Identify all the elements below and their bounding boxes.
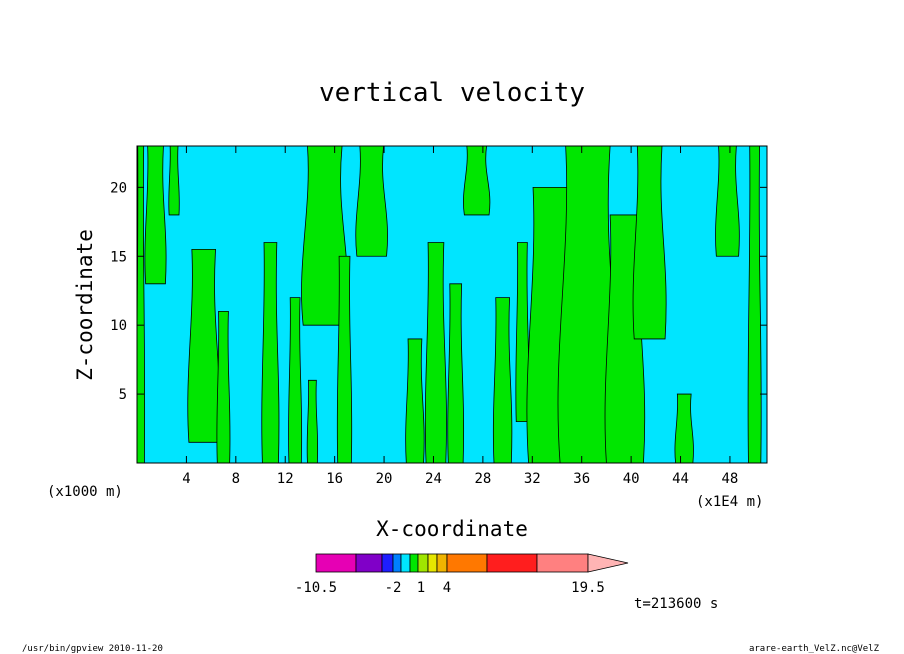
x-tick-label-24: 24 [425,471,442,487]
positive-region-3 [187,248,220,443]
positive-region-21 [674,393,694,463]
x-tick-label-12: 12 [277,471,294,487]
plot-frame [136,145,768,464]
x-tick-label-28: 28 [474,471,491,487]
y-tick-label-10: 10 [110,318,127,334]
positive-region-13 [447,283,465,463]
positive-region-0 [137,146,146,463]
positive-region-14 [463,146,491,216]
colorbar-segment-7 [427,553,438,573]
plot-area [136,145,768,464]
colorbar-segment-11 [536,553,589,573]
x-tick-label-44: 44 [672,471,689,487]
positive-region-22 [715,146,740,257]
colorbar-segment-2 [381,553,394,573]
time-label: t=213600 s [634,596,718,612]
y-tick-label-20: 20 [110,180,127,196]
positive-region-10 [355,146,388,257]
x-axis-ticks: 4 8 12 16 20 24 28 32 36 40 44 48 [182,146,738,487]
colorbar-label-4: 19.5 [571,580,605,596]
x-unit-right: (x1E4 m) [696,494,763,510]
colorbar-label-3: 4 [443,580,451,596]
y-tick-label-5: 5 [119,387,127,403]
colorbar-labels: -10.5 -2 1 4 19.5 [295,580,605,596]
colorbar-label-1: -2 [385,580,402,596]
colorbar-label-0: -10.5 [295,580,337,596]
colorbar-segment-9 [446,553,488,573]
x-tick-label-32: 32 [524,471,541,487]
x-tick-label-36: 36 [573,471,590,487]
positive-region-20 [632,146,667,340]
positive-region-11 [405,338,425,463]
x-tick-label-20: 20 [376,471,393,487]
x-tick-label-16: 16 [326,471,343,487]
colorbar-segment-10 [486,553,538,573]
chart-title: vertical velocity [319,78,585,108]
colorbar-label-2: 1 [417,580,425,596]
positive-region-23 [747,146,762,463]
footer-left: /usr/bin/gpview 2010-11-20 [22,644,163,654]
positive-region-15 [492,297,513,463]
colorbar-segment-8 [436,553,448,573]
x-axis-label: X-coordinate [376,517,528,541]
colorbar-segment-3 [392,553,402,573]
x-tick-label-4: 4 [182,471,190,487]
colorbar-segment-4 [400,553,411,573]
positive-region-9 [336,255,353,463]
colorbar-arrow [587,553,629,573]
y-tick-label-15: 15 [110,249,127,265]
colorbar-segment-6 [417,553,429,573]
colorbar-segment-1 [355,553,383,573]
colorbar-segment-5 [409,553,419,573]
x-tick-label-8: 8 [232,471,240,487]
colorbar-segment-0 [315,553,357,573]
positive-region-1 [144,146,167,285]
positive-region-6 [288,297,303,463]
y-axis-ticks: 5 10 15 20 [110,180,767,403]
x-tick-label-48: 48 [722,471,739,487]
positive-region-2 [168,146,180,216]
positive-region-8 [306,379,319,463]
x-unit-left: (x1000 m) [47,484,123,500]
x-tick-label-40: 40 [623,471,640,487]
positive-region-12 [424,242,447,463]
y-axis-label: Z-coordinate [73,229,97,381]
positive-region-4 [216,310,231,463]
positive-regions [137,146,762,463]
colorbar [315,553,629,573]
positive-region-5 [261,242,280,463]
footer-right: arare-earth_VelZ.nc@VelZ [749,644,880,654]
